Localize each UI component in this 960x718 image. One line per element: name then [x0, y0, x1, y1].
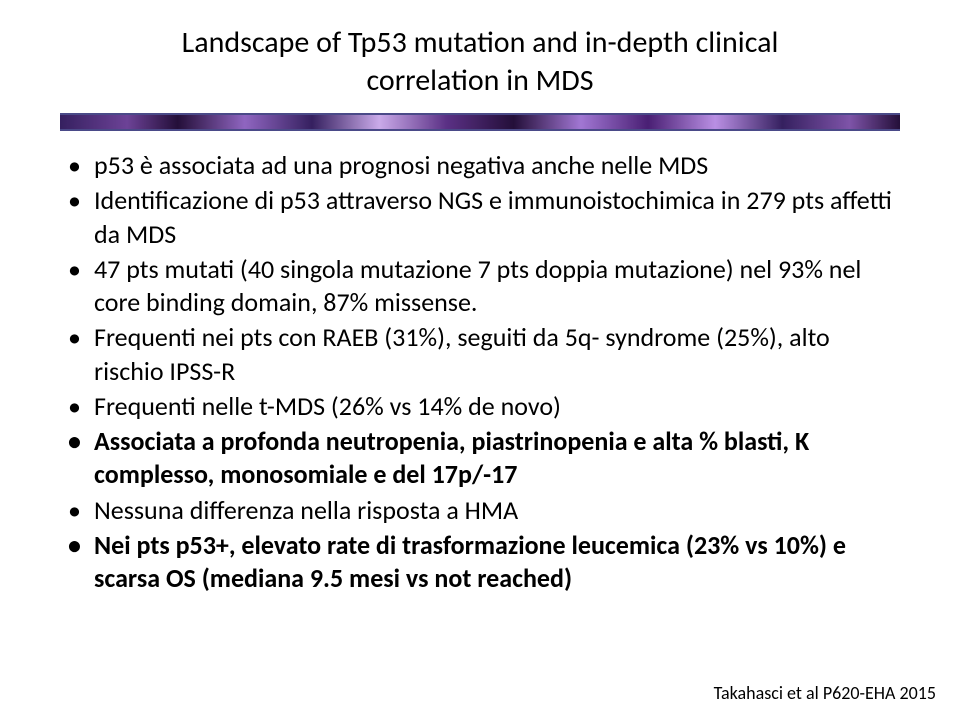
bullet-item: Identificazione di p53 attraverso NGS e …	[68, 184, 900, 251]
title-line-2: correlation in MDS	[100, 62, 860, 100]
bullet-item: p53 è associata ad una prognosi negativa…	[68, 149, 900, 182]
bullet-item: Nei pts p53+, elevato rate di trasformaz…	[68, 529, 900, 596]
bullet-item: 47 pts mutati (40 singola mutazione 7 pt…	[68, 253, 900, 320]
bullet-list: p53 è associata ad una prognosi negativa…	[68, 149, 900, 595]
citation: Takahasci et al P620-EHA 2015	[714, 682, 936, 704]
slide-title: Landscape of Tp53 mutation and in-depth …	[100, 24, 860, 99]
bullet-item: Frequenti nelle t-MDS (26% vs 14% de nov…	[68, 390, 900, 423]
decorative-divider	[60, 113, 900, 131]
slide: Landscape of Tp53 mutation and in-depth …	[0, 0, 960, 718]
bullet-item: Associata a profonda neutropenia, piastr…	[68, 425, 900, 492]
title-line-1: Landscape of Tp53 mutation and in-depth …	[100, 24, 860, 62]
bullet-item: Nessuna differenza nella risposta a HMA	[68, 494, 900, 527]
bullet-item: Frequenti nei pts con RAEB (31%), seguit…	[68, 321, 900, 388]
